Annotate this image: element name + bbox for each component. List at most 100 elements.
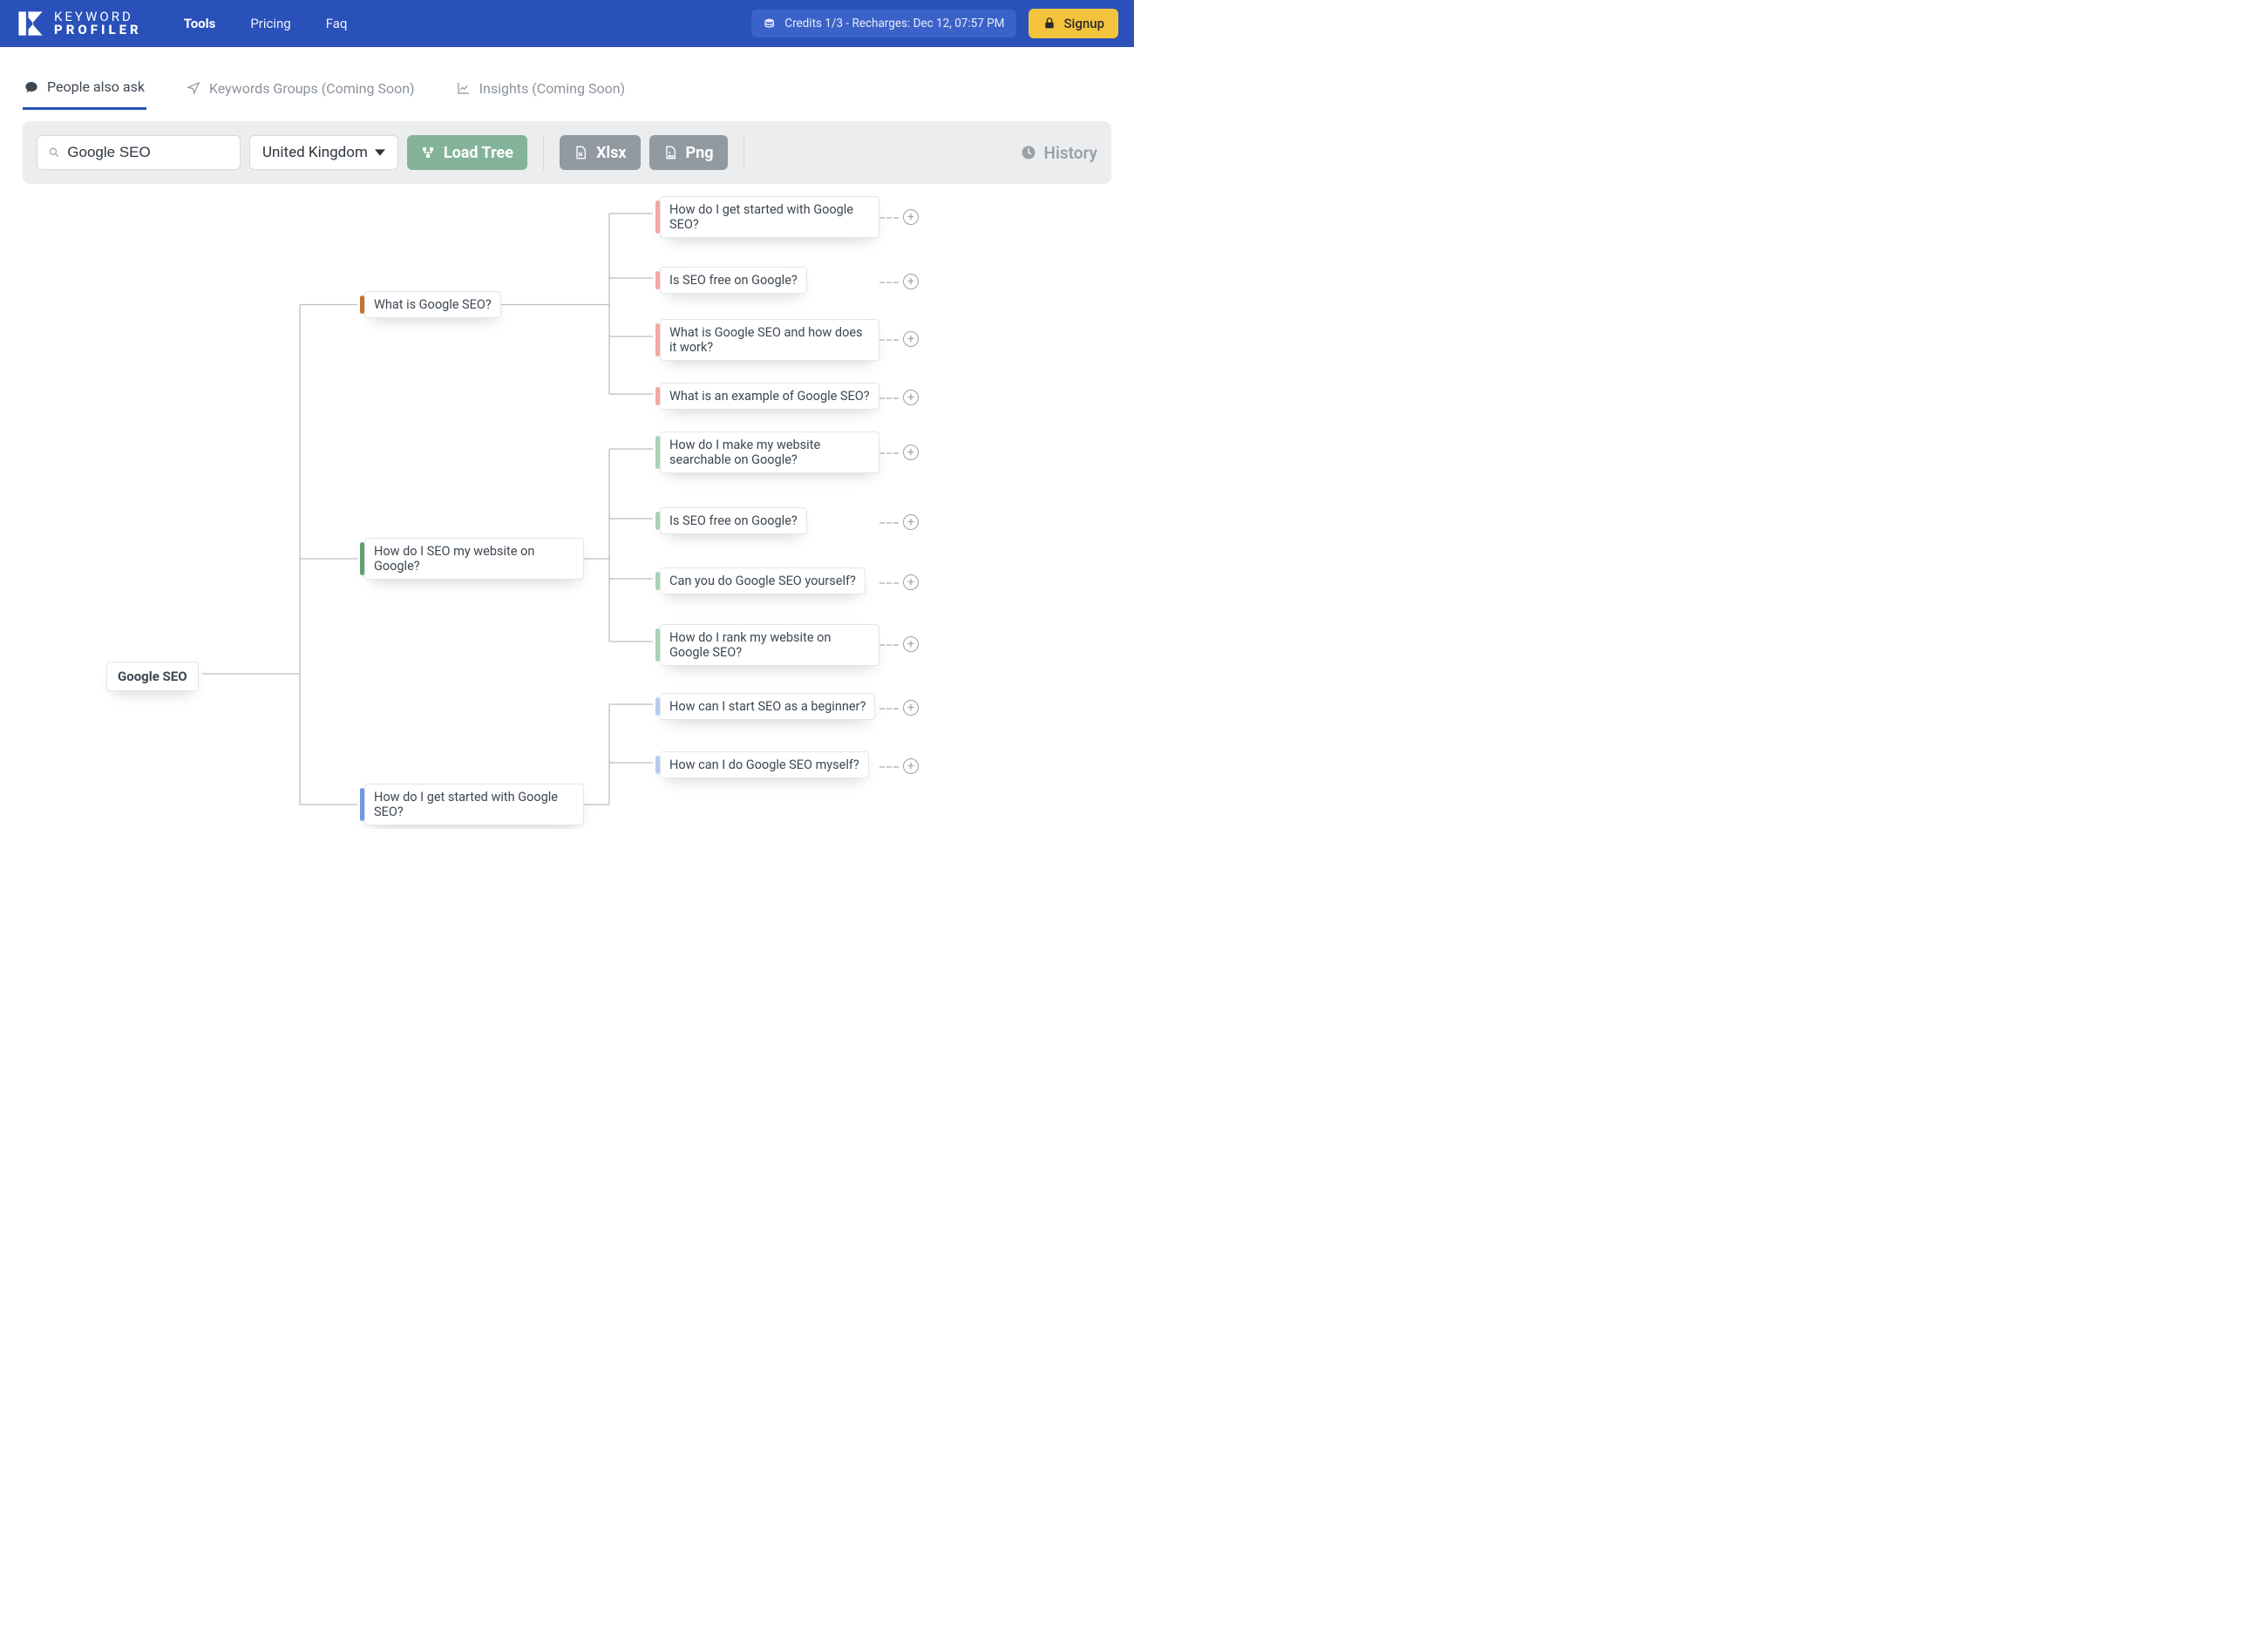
history-link[interactable]: History	[1020, 143, 1098, 163]
color-bar	[655, 436, 660, 469]
tree-node-l2-a-0[interactable]: How do I get started with Google SEO?	[660, 196, 879, 238]
tab-people-also-ask[interactable]: People also ask	[23, 71, 146, 110]
expand-button[interactable]: +	[903, 274, 919, 289]
color-bar	[655, 323, 660, 357]
node-label: What is an example of Google SEO?	[669, 389, 870, 404]
color-bar	[360, 788, 364, 821]
tree-node-l2-a-2[interactable]: What is Google SEO and how does it work?	[660, 319, 879, 361]
tree-node-l2-a-1[interactable]: Is SEO free on Google?	[660, 267, 807, 294]
expand-button[interactable]: +	[903, 758, 919, 774]
color-bar	[655, 200, 660, 234]
tree-node-l2-b-3[interactable]: How do I rank my website on Google SEO?	[660, 624, 879, 666]
tree-icon	[421, 146, 435, 160]
tree-canvas[interactable]: Google SEO What is Google SEO? How do I SE…	[23, 184, 1111, 829]
send-icon	[187, 81, 200, 95]
dash-connector	[879, 644, 899, 646]
expand-button[interactable]: +	[903, 209, 919, 225]
tabs: People also ask Keywords Groups (Coming …	[0, 71, 1134, 111]
dash-connector	[879, 522, 899, 524]
logo-text: KEYWORD PROFILER	[54, 10, 142, 37]
toolbar: United Kingdom Load Tree Xlsx Png	[23, 121, 1111, 184]
color-bar	[655, 628, 660, 662]
history-label: History	[1044, 143, 1098, 163]
tab-keyword-groups[interactable]: Keywords Groups (Coming Soon)	[185, 71, 417, 110]
nav-pricing[interactable]: Pricing	[250, 16, 290, 31]
search-icon	[48, 146, 60, 160]
tree-node-l2-c-1[interactable]: How can I do Google SEO myself?	[660, 751, 869, 778]
tree-node-l2-c-0[interactable]: How can I start SEO as a beginner?	[660, 693, 875, 720]
expand-button[interactable]: +	[903, 636, 919, 652]
node-label: Is SEO free on Google?	[669, 273, 798, 288]
tree-node-l1-b[interactable]: How do I SEO my website on Google?	[364, 538, 584, 580]
credits-pill[interactable]: Credits 1/3 - Recharges: Dec 12, 07:57 P…	[751, 10, 1016, 37]
node-label: How do I get started with Google SEO?	[374, 790, 558, 819]
export-xlsx-button[interactable]: Xlsx	[560, 135, 641, 170]
color-bar	[655, 697, 660, 716]
divider	[543, 135, 544, 170]
country-label: United Kingdom	[262, 144, 368, 161]
node-label: How do I make my website searchable on G…	[669, 438, 820, 467]
tab-insights[interactable]: Insights (Coming Soon)	[455, 71, 627, 110]
tree-node-l2-b-0[interactable]: How do I make my website searchable on G…	[660, 431, 879, 473]
comment-icon	[24, 80, 38, 94]
node-label: Can you do Google SEO yourself?	[669, 574, 856, 588]
dash-connector	[879, 397, 899, 399]
lock-icon	[1042, 17, 1056, 31]
color-bar	[655, 756, 660, 774]
caret-down-icon	[375, 147, 385, 158]
tab-label: Insights (Coming Soon)	[479, 80, 625, 97]
export-png-button[interactable]: Png	[649, 135, 728, 170]
tree-node-l1-a[interactable]: What is Google SEO?	[364, 291, 501, 318]
nav-faq[interactable]: Faq	[326, 16, 348, 31]
signup-button[interactable]: Signup	[1029, 9, 1118, 38]
logo-mark-icon	[16, 9, 45, 38]
dash-connector	[879, 452, 899, 454]
clock-icon	[1020, 144, 1037, 161]
load-tree-label: Load Tree	[444, 144, 513, 162]
load-tree-button[interactable]: Load Tree	[407, 135, 527, 170]
file-xlsx-icon	[574, 146, 587, 160]
node-label: How do I rank my website on Google SEO?	[669, 630, 831, 660]
expand-button[interactable]: +	[903, 445, 919, 460]
credits-text: Credits 1/3 - Recharges: Dec 12, 07:57 P…	[784, 17, 1004, 31]
country-select[interactable]: United Kingdom	[249, 135, 398, 170]
color-bar	[655, 572, 660, 590]
color-bar	[655, 271, 660, 289]
tree-node-l1-c[interactable]: How do I get started with Google SEO?	[364, 784, 584, 825]
expand-button[interactable]: +	[903, 514, 919, 530]
tab-label: Keywords Groups (Coming Soon)	[209, 80, 415, 97]
dash-connector	[879, 282, 899, 283]
signup-label: Signup	[1063, 16, 1104, 31]
chart-line-icon	[457, 81, 471, 95]
tree-node-l2-a-3[interactable]: What is an example of Google SEO?	[660, 383, 879, 410]
nav-tools[interactable]: Tools	[184, 16, 216, 31]
expand-button[interactable]: +	[903, 574, 919, 590]
file-image-icon	[663, 146, 677, 160]
png-label: Png	[686, 144, 714, 162]
color-bar	[655, 512, 660, 530]
tree-connectors	[23, 184, 1111, 829]
logo[interactable]: KEYWORD PROFILER	[16, 9, 142, 38]
expand-button[interactable]: +	[903, 700, 919, 716]
xlsx-label: Xlsx	[596, 144, 627, 162]
color-bar	[655, 387, 660, 405]
dash-connector	[879, 766, 899, 768]
color-bar	[360, 295, 364, 314]
expand-button[interactable]: +	[903, 331, 919, 347]
tree-node-l2-b-2[interactable]: Can you do Google SEO yourself?	[660, 567, 866, 594]
color-bar	[360, 542, 364, 575]
node-label: How do I SEO my website on Google?	[374, 544, 534, 574]
keyword-input[interactable]	[67, 144, 229, 161]
node-label: What is Google SEO and how does it work?	[669, 325, 863, 355]
tree-root[interactable]: Google SEO	[106, 662, 199, 691]
dash-connector	[879, 339, 899, 341]
node-label: Is SEO free on Google?	[669, 513, 798, 528]
node-label: How do I get started with Google SEO?	[669, 202, 853, 232]
node-label: Google SEO	[118, 669, 187, 684]
expand-button[interactable]: +	[903, 390, 919, 405]
node-label: How can I do Google SEO myself?	[669, 757, 859, 772]
dash-connector	[879, 708, 899, 710]
tree-node-l2-b-1[interactable]: Is SEO free on Google?	[660, 507, 807, 534]
dash-connector	[879, 217, 899, 219]
node-label: How can I start SEO as a beginner?	[669, 699, 866, 714]
